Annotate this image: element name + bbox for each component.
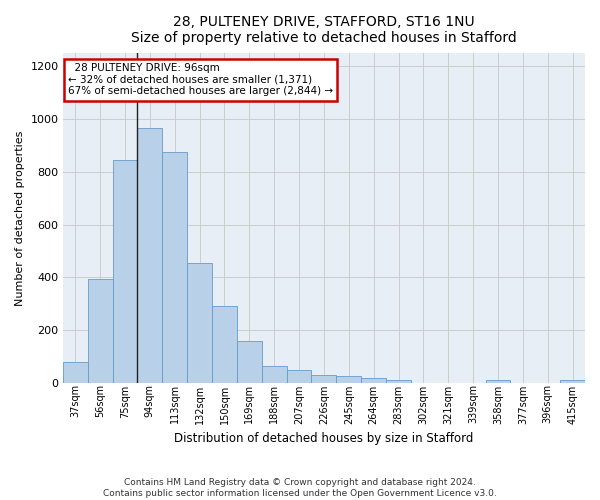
Bar	[163, 152, 187, 383]
Bar	[63, 362, 88, 383]
Bar	[187, 263, 212, 383]
Bar	[361, 378, 386, 383]
X-axis label: Distribution of detached houses by size in Stafford: Distribution of detached houses by size …	[174, 432, 473, 445]
Bar	[311, 375, 337, 383]
Bar	[287, 370, 311, 383]
Text: 28 PULTENEY DRIVE: 96sqm  
← 32% of detached houses are smaller (1,371)
67% of s: 28 PULTENEY DRIVE: 96sqm ← 32% of detach…	[68, 63, 333, 96]
Bar	[485, 380, 511, 383]
Bar	[88, 279, 113, 383]
Bar	[137, 128, 163, 383]
Bar	[237, 340, 262, 383]
Bar	[337, 376, 361, 383]
Y-axis label: Number of detached properties: Number of detached properties	[15, 130, 25, 306]
Bar	[262, 366, 287, 383]
Bar	[560, 380, 585, 383]
Bar	[386, 380, 411, 383]
Bar	[113, 160, 137, 383]
Text: Contains HM Land Registry data © Crown copyright and database right 2024.
Contai: Contains HM Land Registry data © Crown c…	[103, 478, 497, 498]
Title: 28, PULTENEY DRIVE, STAFFORD, ST16 1NU
Size of property relative to detached hou: 28, PULTENEY DRIVE, STAFFORD, ST16 1NU S…	[131, 15, 517, 45]
Bar	[212, 306, 237, 383]
